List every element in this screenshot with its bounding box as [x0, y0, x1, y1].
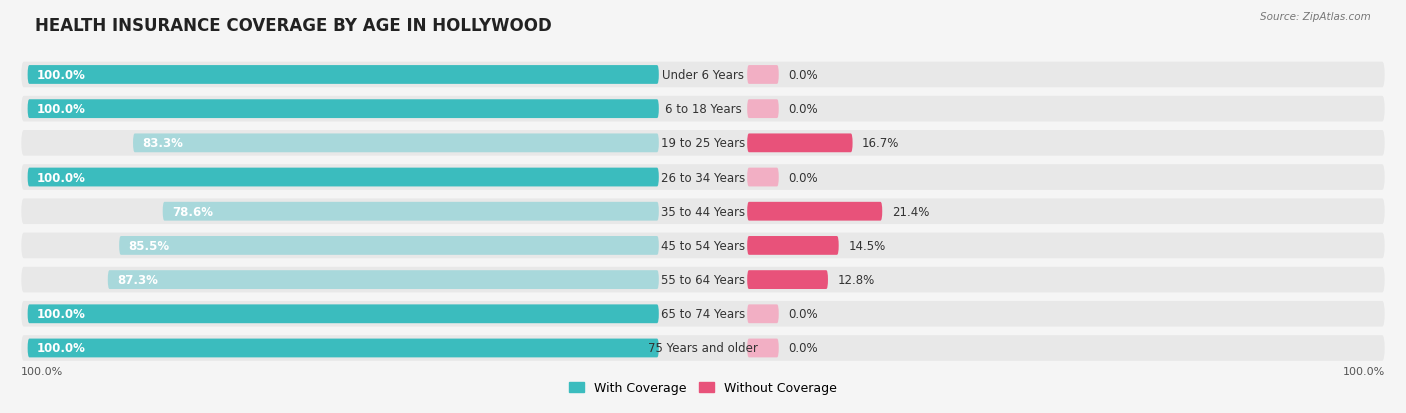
Text: 75 Years and older: 75 Years and older	[648, 342, 758, 355]
FancyBboxPatch shape	[21, 97, 1385, 122]
Text: 100.0%: 100.0%	[37, 308, 86, 320]
Text: 0.0%: 0.0%	[789, 308, 818, 320]
Text: 78.6%: 78.6%	[172, 205, 214, 218]
FancyBboxPatch shape	[21, 335, 1385, 361]
Text: 16.7%: 16.7%	[862, 137, 900, 150]
Text: 65 to 74 Years: 65 to 74 Years	[661, 308, 745, 320]
FancyBboxPatch shape	[747, 305, 779, 323]
FancyBboxPatch shape	[163, 202, 659, 221]
Text: 85.5%: 85.5%	[128, 239, 170, 252]
FancyBboxPatch shape	[21, 267, 1385, 293]
Text: 100.0%: 100.0%	[21, 366, 63, 376]
Text: 45 to 54 Years: 45 to 54 Years	[661, 239, 745, 252]
Text: 100.0%: 100.0%	[37, 69, 86, 82]
Text: 0.0%: 0.0%	[789, 342, 818, 355]
Text: 100.0%: 100.0%	[37, 342, 86, 355]
Text: 19 to 25 Years: 19 to 25 Years	[661, 137, 745, 150]
FancyBboxPatch shape	[747, 339, 779, 358]
FancyBboxPatch shape	[28, 339, 659, 358]
FancyBboxPatch shape	[21, 233, 1385, 259]
Text: 83.3%: 83.3%	[142, 137, 183, 150]
Text: 100.0%: 100.0%	[1343, 366, 1385, 376]
FancyBboxPatch shape	[28, 168, 659, 187]
FancyBboxPatch shape	[28, 100, 659, 119]
FancyBboxPatch shape	[21, 131, 1385, 156]
FancyBboxPatch shape	[747, 202, 882, 221]
Text: HEALTH INSURANCE COVERAGE BY AGE IN HOLLYWOOD: HEALTH INSURANCE COVERAGE BY AGE IN HOLL…	[35, 17, 553, 34]
FancyBboxPatch shape	[108, 271, 659, 289]
Text: 55 to 64 Years: 55 to 64 Years	[661, 273, 745, 286]
Text: 26 to 34 Years: 26 to 34 Years	[661, 171, 745, 184]
FancyBboxPatch shape	[21, 165, 1385, 190]
FancyBboxPatch shape	[120, 236, 659, 255]
FancyBboxPatch shape	[134, 134, 659, 153]
FancyBboxPatch shape	[21, 199, 1385, 225]
FancyBboxPatch shape	[28, 66, 659, 85]
FancyBboxPatch shape	[747, 66, 779, 85]
Text: 0.0%: 0.0%	[789, 171, 818, 184]
FancyBboxPatch shape	[747, 100, 779, 119]
Text: 12.8%: 12.8%	[838, 273, 875, 286]
Text: 87.3%: 87.3%	[117, 273, 157, 286]
FancyBboxPatch shape	[747, 271, 828, 289]
Text: 14.5%: 14.5%	[848, 239, 886, 252]
Text: Source: ZipAtlas.com: Source: ZipAtlas.com	[1260, 12, 1371, 22]
Text: Under 6 Years: Under 6 Years	[662, 69, 744, 82]
Text: 35 to 44 Years: 35 to 44 Years	[661, 205, 745, 218]
FancyBboxPatch shape	[28, 305, 659, 323]
FancyBboxPatch shape	[747, 236, 839, 255]
FancyBboxPatch shape	[21, 301, 1385, 327]
Text: 0.0%: 0.0%	[789, 69, 818, 82]
Text: 100.0%: 100.0%	[37, 103, 86, 116]
Text: 100.0%: 100.0%	[37, 171, 86, 184]
Text: 0.0%: 0.0%	[789, 103, 818, 116]
Text: 21.4%: 21.4%	[891, 205, 929, 218]
Text: 6 to 18 Years: 6 to 18 Years	[665, 103, 741, 116]
FancyBboxPatch shape	[747, 168, 779, 187]
FancyBboxPatch shape	[21, 62, 1385, 88]
Legend: With Coverage, Without Coverage: With Coverage, Without Coverage	[564, 376, 842, 399]
FancyBboxPatch shape	[747, 134, 852, 153]
